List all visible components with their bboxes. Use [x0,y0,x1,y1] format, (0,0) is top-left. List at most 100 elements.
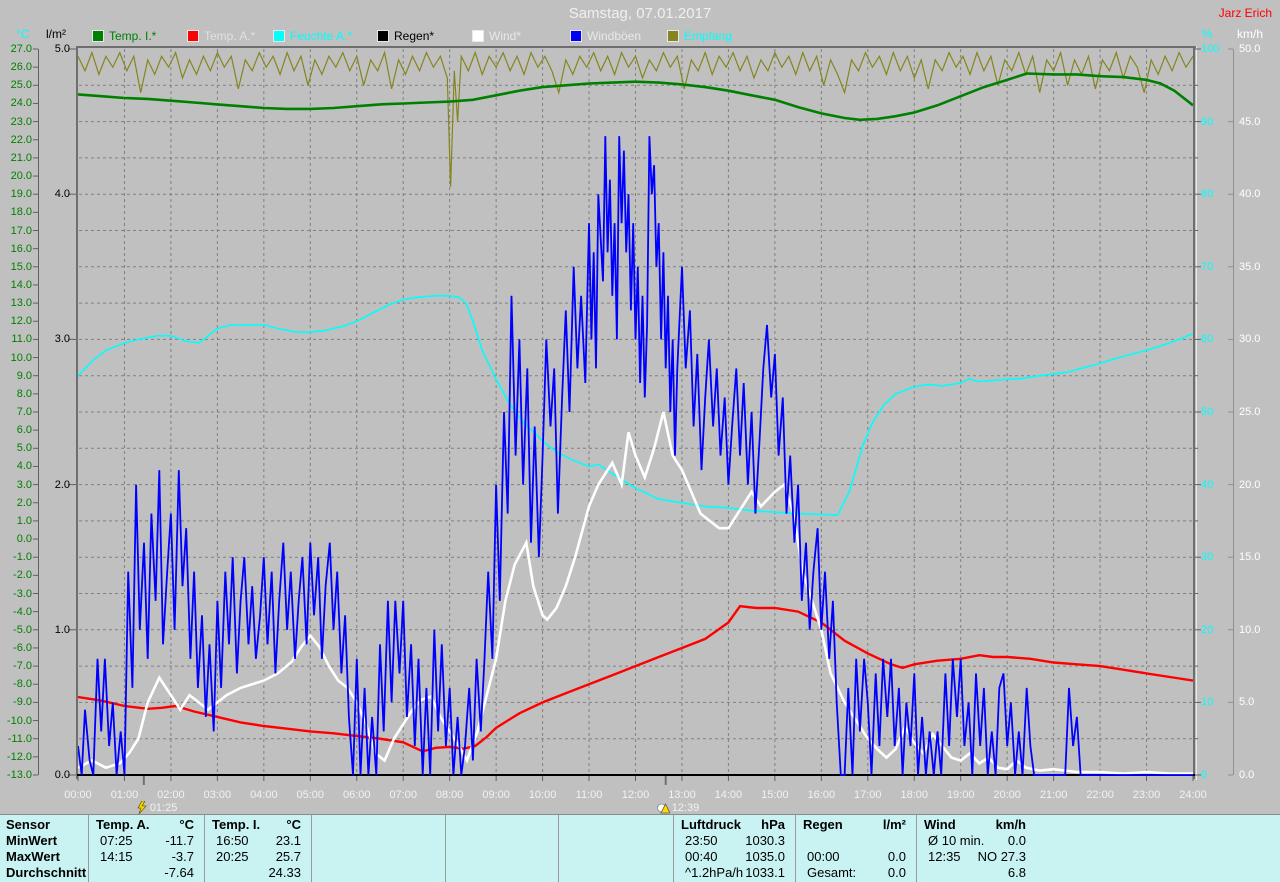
rain-tick-label: 4.0 [54,188,70,201]
table-row-label: Sensor [6,817,51,832]
legend-item-label: Feuchte A.* [290,28,353,43]
legend-item-wind[interactable]: Wind* [472,29,521,43]
table-cell-value: 6.8 [1007,865,1026,880]
legend-swatch-icon [187,29,199,42]
humidity-tick-label: 80 [1201,188,1214,201]
time-axis-label: 10:00 [528,789,557,801]
temp-tick-label: 24.0 [10,97,32,110]
table-cell-value: 25.7 [275,849,301,864]
rain-tick-label: 3.0 [54,333,70,346]
table-cell-time: 00:40 [685,849,718,864]
temp-tick-label: 17.0 [10,224,32,237]
time-axis-label: 21:00 [1039,789,1068,801]
table-column-divider [311,815,312,882]
table-cell-value: 23.1 [275,833,301,848]
humidity-tick-label: 100 [1201,43,1220,55]
rain-tick-label: 5.0 [54,43,70,55]
table-cell-time: 16:50 [216,833,249,848]
table-column-divider [673,815,674,882]
table-cell-value: -11.7 [165,833,194,848]
temp-tick-label: -11.0 [7,732,32,745]
time-axis-label: 23:00 [1132,789,1161,801]
table-column-title: Wind [924,817,956,832]
temp-tick-label: 19.0 [10,188,32,201]
legend-swatch-icon [667,29,679,42]
time-axis-label: 09:00 [482,789,510,801]
table-cell-time: 00:00 [807,849,840,864]
temp-tick-label: 5.0 [16,442,32,455]
time-axis-label: 02:00 [157,789,185,801]
temp-tick-label: 6.0 [16,424,32,437]
time-axis-label: 18:00 [900,789,929,801]
temp-tick-label: -12.0 [6,750,32,763]
time-axis-label: 05:00 [296,789,325,801]
humidity-tick-label: 50 [1201,406,1214,418]
legend-item-tempa[interactable]: Temp. A.* [187,29,255,43]
legend-item-empfang[interactable]: Empfang [667,28,733,43]
right-axis-unit-humidity: % [1202,27,1213,41]
temp-tick-label: -13.0 [6,769,32,781]
event-marker-time: 12:39 [671,802,700,814]
temp-tick-label: 26.0 [10,61,32,74]
table-cell-time: 12:35 [928,849,961,864]
legend-item-feuchtea[interactable]: Feuchte A.* [273,28,353,43]
legend-item-regen[interactable]: Regen* [377,28,435,43]
temp-tick-label: 20.0 [10,170,32,183]
temp-tick-label: 13.0 [10,297,32,310]
temp-tick-label: 25.0 [10,79,32,92]
legend-item-tempi[interactable]: Temp. I.* [92,29,156,43]
time-axis-label: 08:00 [435,789,464,801]
wind-tick-label: 45.0 [1239,115,1261,128]
temp-tick-label: 23.0 [10,115,32,128]
table-cell-value: -7.64 [164,865,194,880]
series-feuchtea [78,294,1193,516]
wind-tick-label: 40.0 [1239,188,1261,201]
time-axis-label: 14:00 [714,789,743,801]
series-tempi [78,72,1193,122]
legend-item-windben[interactable]: Windböen [570,28,642,43]
humidity-tick-label: 70 [1201,260,1214,273]
table-cell-time: ^1.2hPa/h [685,865,744,880]
temp-tick-label: -9.0 [13,696,32,709]
time-axis-label: 16:00 [807,789,836,801]
temp-tick-label: -10.0 [6,714,32,727]
table-cell-value: 0.0 [887,849,906,864]
legend-item-label: Empfang [684,28,733,43]
temp-tick-label: -1.0 [13,551,32,564]
sun-warning-icon [656,803,670,814]
table-column-unit: l/m² [882,817,906,832]
event-marker-0125: 01:25 [135,801,177,815]
left-axis-unit-celsius: °C [16,27,30,41]
table-row-label: Durchschnitt [6,865,87,880]
table-cell-value: NO 27.3 [977,849,1026,864]
temp-tick-label: 21.0 [10,151,32,164]
temp-tick-label: 15.0 [10,260,32,273]
temp-tick-label: -2.0 [13,569,32,582]
time-axis-label: 00:00 [64,789,92,801]
legend-item-label: Windböen [587,28,642,43]
legend-item-label: Regen* [394,28,435,43]
time-axis-label: 13:00 [668,789,696,801]
table-cell-time: 07:25 [100,833,133,848]
time-axis-label: 11:00 [575,789,603,801]
temp-tick-label: 3.0 [16,478,32,491]
table-column-title: Regen [803,817,843,832]
time-axis-label: 20:00 [993,789,1021,801]
table-cell-value: 0.0 [887,865,906,880]
temp-tick-label: 11.0 [11,333,32,346]
table-cell-time: 14:15 [100,849,133,864]
table-cell-value: 1033.1 [745,865,785,880]
humidity-tick-label: 30 [1201,551,1214,564]
table-column-title: Temp. I. [212,817,261,832]
temp-tick-label: -5.0 [13,623,32,636]
wind-tick-label: 50.0 [1239,43,1261,55]
temp-tick-label: -4.0 [13,605,32,618]
temp-tick-label: 1.0 [16,514,32,527]
time-axis-label: 01:00 [110,789,139,801]
statistics-table: Sensor MinWert MaxWert Durchschnitt Temp. A.… [0,814,1280,882]
temp-tick-label: 9.0 [16,369,32,382]
time-axis-label: 15:00 [761,789,789,801]
legend-swatch-icon [570,29,582,42]
rain-tick-label: 1.0 [54,623,70,636]
table-column-divider [204,815,205,882]
